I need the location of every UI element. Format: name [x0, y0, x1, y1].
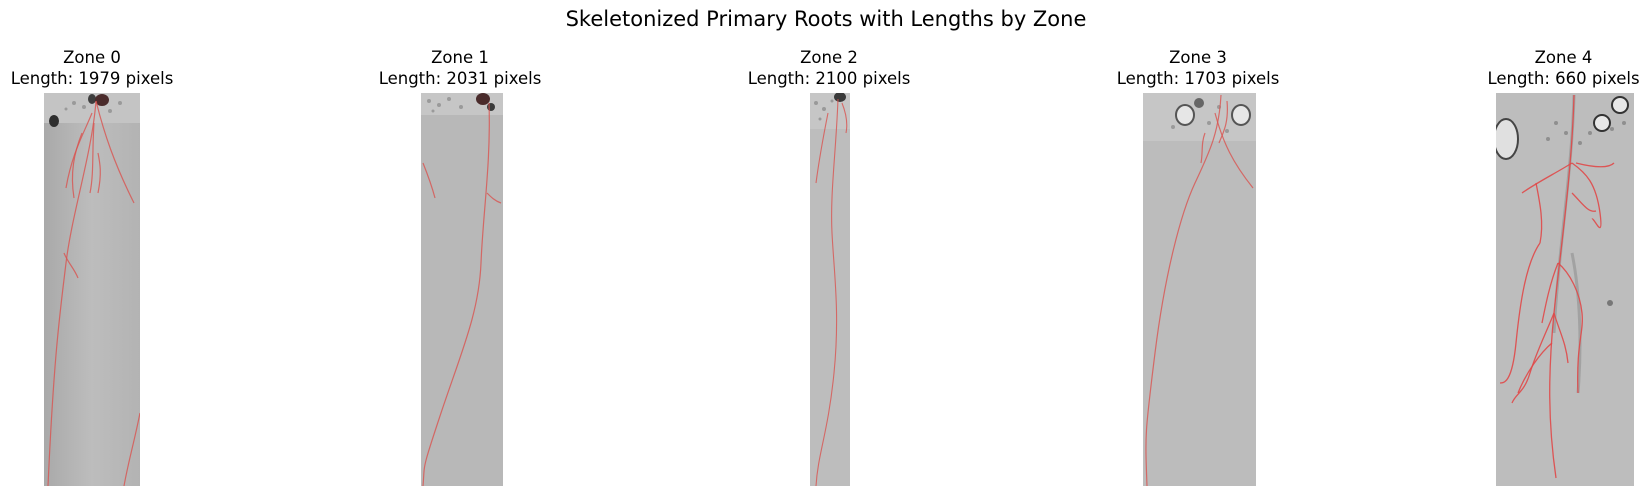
length-label: Length: 660 pixels [1487, 69, 1640, 88]
root-image-zone-4 [1496, 93, 1634, 486]
root-image-zone-0 [44, 93, 140, 486]
panel-title-zone-2: Zone 2 Length: 2100 pixels [737, 47, 921, 89]
length-label: Length: 2031 pixels [378, 69, 542, 88]
root-image-zone-1 [421, 93, 503, 486]
figure-title: Skeletonized Primary Roots with Lengths … [565, 7, 1087, 31]
root-image-zone-2 [810, 93, 850, 486]
zone-label: Zone 1 [431, 48, 489, 67]
panel-title-zone-3: Zone 3 Length: 1703 pixels [1106, 47, 1290, 89]
length-label: Length: 1703 pixels [1116, 69, 1280, 88]
zone-label: Zone 4 [1534, 48, 1593, 67]
length-label: Length: 1979 pixels [10, 69, 174, 88]
root-image-zone-3 [1143, 93, 1256, 486]
zone-label: Zone 3 [1169, 48, 1227, 67]
zone-label: Zone 2 [800, 48, 858, 67]
panel-title-zone-1: Zone 1 Length: 2031 pixels [368, 47, 552, 89]
zone-label: Zone 0 [63, 48, 121, 67]
panel-title-zone-0: Zone 0 Length: 1979 pixels [0, 47, 184, 89]
panel-title-zone-4: Zone 4 Length: 660 pixels [1475, 47, 1652, 89]
length-label: Length: 2100 pixels [747, 69, 911, 88]
